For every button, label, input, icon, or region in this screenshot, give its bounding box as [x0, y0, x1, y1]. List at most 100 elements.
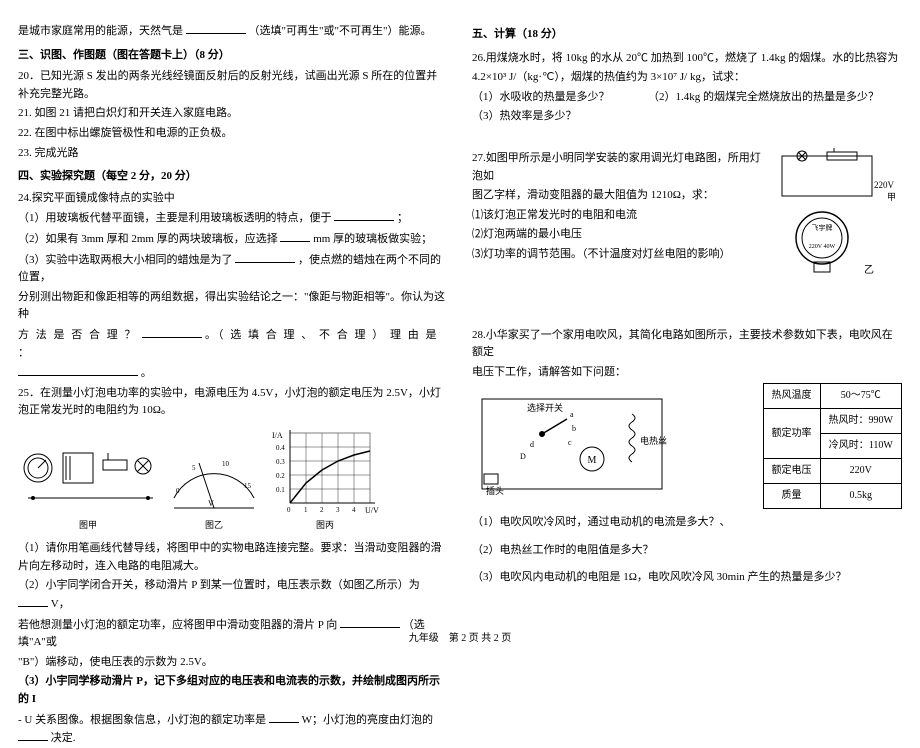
- q25-2b: V，: [51, 598, 70, 610]
- blank: [142, 326, 202, 338]
- section-4-title: 四、实验探究题（每空 2 分，20 分）: [18, 168, 448, 186]
- svg-text:a: a: [570, 410, 574, 419]
- svg-text:1: 1: [304, 506, 308, 514]
- x-axis-label: U/V: [365, 506, 379, 515]
- q24: 24.探究平面镜成像特点的实验中: [18, 190, 448, 208]
- svg-text:2: 2: [320, 506, 324, 514]
- q24-2a: （2）如果有 3mm 厚和 2mm 厚的两块玻璃板，应选择: [18, 233, 278, 245]
- q24-3f-line: 。: [18, 364, 448, 383]
- cell: 额定功率: [763, 409, 820, 459]
- yi-label: 乙: [864, 264, 874, 276]
- blank: [280, 230, 310, 242]
- svg-text:d: d: [530, 440, 534, 449]
- section-3-title: 三、识图、作图题（图在答题卡上）（8 分）: [18, 47, 448, 65]
- svg-text:R: R: [838, 148, 844, 150]
- q25-2: （2）小宇同学闭合开关，移动滑片 P 到某一位置时，电压表示数（如图乙所示）为 …: [18, 577, 448, 613]
- q25-3a: （3）小宇同学移动滑片 P，记下多组对应的电压表和电流表的示数，并绘制成图丙所示…: [18, 673, 448, 708]
- q28-block: 28.小华家买了一个家用电吹风，其简化电路如图所示，主要技术参数如下表，电吹风在…: [472, 325, 902, 589]
- q24-1a: （1）用玻璃板代替平面镜，主要是利用玻璃板透明的特点，便于: [18, 212, 332, 224]
- fig-yi-label: 图乙: [164, 518, 264, 532]
- cell: 质量: [763, 484, 820, 509]
- q20: 20．已知光源 S 发出的两条光线经镜面反射后的反射光线，试画出光源 S 所在的…: [18, 68, 448, 103]
- svg-text:b: b: [572, 424, 576, 433]
- blank: [18, 364, 138, 376]
- svg-text:5: 5: [192, 464, 196, 472]
- blank: [18, 729, 48, 741]
- cell: 热风温度: [763, 384, 820, 409]
- cell: 0.5kg: [820, 484, 901, 509]
- q26-sub: （1）水吸收的热量是多少？ （2）1.4kg 的烟煤完全燃烧放出的热量是多少？: [472, 89, 902, 107]
- svg-text:0: 0: [176, 487, 180, 495]
- q24-2: （2）如果有 3mm 厚和 2mm 厚的两块玻璃板，应选择 mm 厚的玻璃板做实…: [18, 230, 448, 249]
- cell: 热风时：990W: [820, 409, 901, 434]
- q25-2a: （2）小宇同学闭合开关，移动滑片 P 到某一位置时，电压表示数（如图乙所示）为: [18, 579, 420, 591]
- q25-2e: "B"）端移动，使电压表的示数为 2.5V。: [18, 654, 448, 672]
- section-5-title: 五、计算（18 分）: [472, 26, 902, 44]
- meter-yi-svg: 0 5 10 15 V: [164, 438, 264, 518]
- svg-text:3: 3: [336, 506, 340, 514]
- q22: 22. 在图中标出螺旋管极性和电源的正负极。: [18, 125, 448, 143]
- heater-label: 电热丝: [640, 435, 667, 446]
- q24-3d-line: 方 法 是 否 合 理 ？ 。（ 选 填 合 理 、 不 合 理 ） 理 由 是…: [18, 326, 448, 362]
- cell: 额定电压: [763, 459, 820, 484]
- fig-yi: 0 5 10 15 V 图乙: [164, 438, 264, 532]
- spec-table: 热风温度50～75℃ 额定功率热风时：990W 冷风时：110W 额定电压220…: [763, 383, 902, 509]
- fig-bing: I/A U/V 0 12 34 0.10.2 0.30.4 图丙: [270, 428, 380, 532]
- switch-label: 选择开关: [527, 402, 563, 413]
- q26-2: （2）1.4kg 的烟煤完全燃烧放出的热量是多少？: [648, 91, 879, 103]
- blank: [18, 595, 48, 607]
- svg-text:0.3: 0.3: [276, 458, 285, 466]
- q25: 25．在测量小灯泡电功率的实验中，电源电压为 4.5V，小灯泡的额定电压为 2.…: [18, 385, 448, 420]
- jia-label: 甲: [887, 192, 896, 202]
- q26-3: （3）热效率是多少？: [472, 108, 902, 126]
- table-row: 额定电压220V: [763, 459, 901, 484]
- bulb-v-label: 220V: [874, 180, 895, 190]
- q25-3c: W；小灯泡的亮度由灯泡的: [302, 714, 433, 726]
- hairdryer-svg: 选择开关 a b c d D M 电热丝 插头: [472, 389, 672, 499]
- bulb-brand: 飞宇牌: [812, 223, 833, 232]
- svg-text:0.4: 0.4: [276, 444, 285, 452]
- fig-jia: 图甲: [18, 438, 158, 532]
- svg-text:0: 0: [287, 506, 291, 514]
- table-row: 热风温度50～75℃: [763, 384, 901, 409]
- q25-3b: - U 关系图像。根据图象信息，小灯泡的额定功率是: [18, 714, 266, 726]
- q28a: 28.小华家买了一个家用电吹风，其简化电路如图所示，主要技术参数如下表，电吹风在…: [472, 327, 902, 362]
- svg-text:4: 4: [352, 506, 356, 514]
- q28-2: （2）电热丝工作时的电阻值是多大？: [472, 542, 902, 560]
- intro-text: 是城市家庭常用的能源，天然气是: [18, 25, 183, 37]
- q24-3d: 方 法 是 否 合 理 ？: [18, 329, 142, 341]
- q24-3f: 。: [141, 367, 152, 379]
- svg-text:0.1: 0.1: [276, 486, 285, 494]
- q24-2b: mm 厚的玻璃板做实验；: [313, 233, 432, 245]
- q24-1b: ；: [397, 212, 408, 224]
- q24-3: （3）实验中选取两根大小相同的蜡烛是为了 ，使点燃的蜡烛在两个不同的位置，: [18, 251, 448, 287]
- table-row: 质量0.5kg: [763, 484, 901, 509]
- blank: [269, 711, 299, 723]
- circuit-jia-svg: [18, 438, 158, 518]
- fig-bing-label: 图丙: [270, 518, 380, 532]
- bulb-spec: 220V 40W: [809, 244, 836, 250]
- q25-3b-line: - U 关系图像。根据图象信息，小灯泡的额定功率是 W；小灯泡的亮度由灯泡的 决…: [18, 711, 448, 748]
- fig-jia-label: 图甲: [18, 518, 158, 532]
- y-axis-label: I/A: [272, 431, 283, 440]
- svg-text:c: c: [568, 438, 572, 447]
- q26-1: （1）水吸收的热量是多少？: [472, 91, 610, 103]
- blank: [186, 22, 246, 34]
- q28b: 电压下工作，请解答如下问题：: [472, 364, 902, 382]
- cell: 50～75℃: [820, 384, 901, 409]
- left-column: 是城市家庭常用的能源，天然气是 （选填"可再生"或"不可再生"）能源。 三、识图…: [0, 0, 460, 650]
- svg-text:15: 15: [244, 482, 252, 490]
- plug-label: 插头: [486, 485, 504, 496]
- q25-3d: 决定.: [51, 732, 76, 744]
- q24-3a: （3）实验中选取两根大小相同的蜡烛是为了: [18, 254, 233, 266]
- q27-block: R 220V 甲 飞宇牌 220V 40W 乙 27.如图甲所示是小明同学安装的…: [472, 148, 902, 285]
- q27-figure: R 220V 甲 飞宇牌 220V 40W 乙: [772, 148, 902, 285]
- svg-text:D: D: [520, 452, 526, 461]
- q28-1: （1）电吹风吹冷风时，通过电动机的电流是多大？、: [472, 514, 902, 532]
- figure-row: 图甲 0 5 10 15 V 图乙: [18, 428, 448, 532]
- q26-block: 26.用煤烧水时，将 10kg 的水从 20℃ 加热到 100℃，燃烧了 1.4…: [472, 48, 902, 128]
- q26b: 4.2×10³ J/（kg·℃），烟煤的热值约为 3×10⁷ J/ kg，试求：: [472, 69, 902, 87]
- motor-label: M: [588, 455, 597, 466]
- q23: 23. 完成光路: [18, 145, 448, 163]
- q26a: 26.用煤烧水时，将 10kg 的水从 20℃ 加热到 100℃，燃烧了 1.4…: [472, 50, 902, 68]
